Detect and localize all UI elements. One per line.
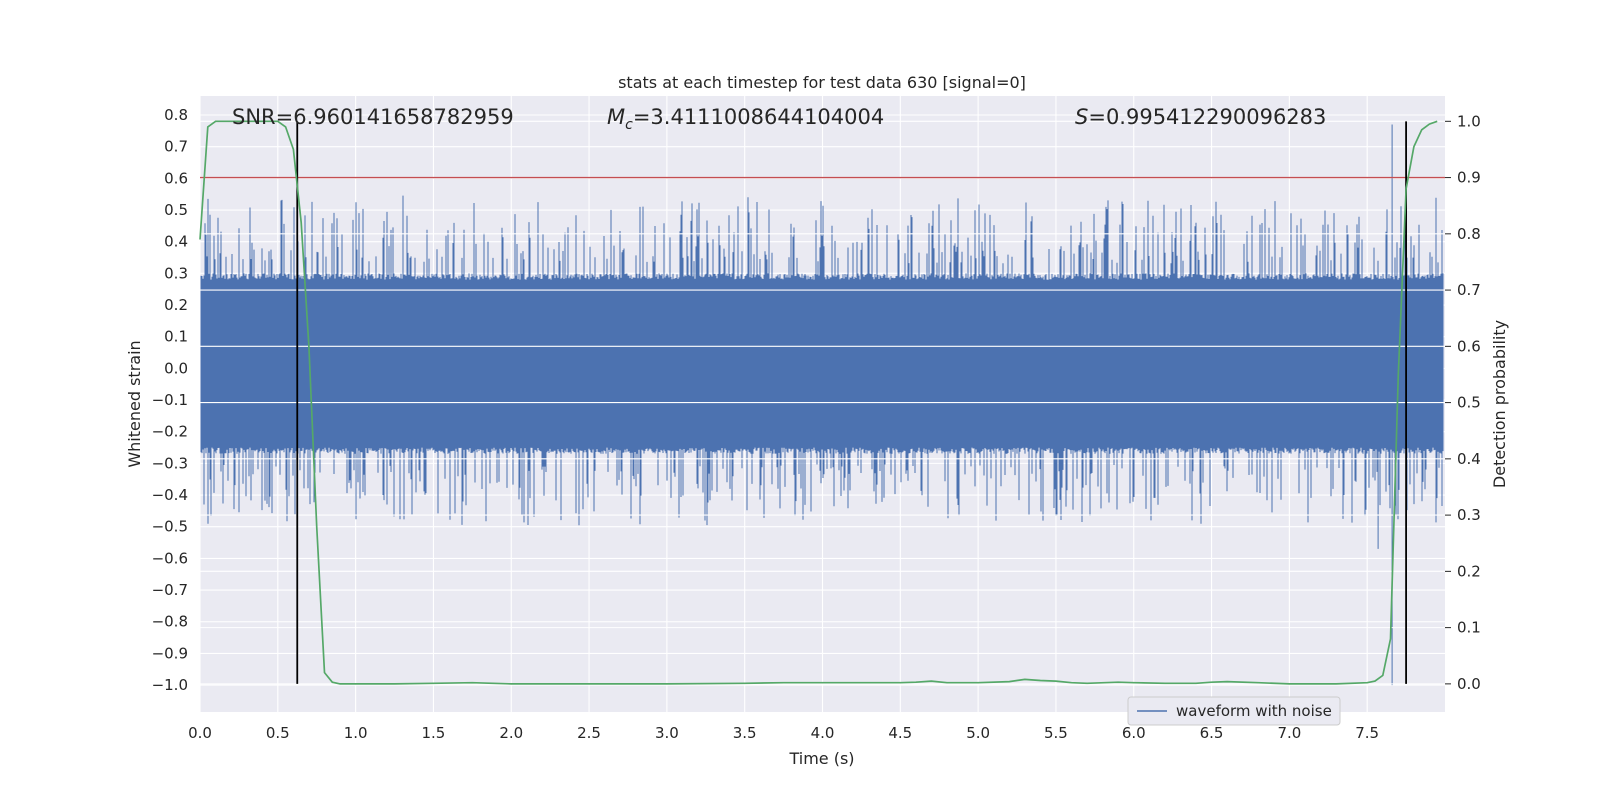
x-tick-label: 2.0 (499, 724, 523, 742)
y-tick-label: 0.5 (164, 201, 188, 219)
y2-tick-label: 0.7 (1457, 281, 1481, 299)
y-tick-label: 0.2 (164, 296, 188, 314)
x-tick-label: 1.5 (422, 724, 446, 742)
y2-tick-label: 0.9 (1457, 169, 1481, 187)
y-axis-ticks: 0.8 0.7 0.6 0.5 0.4 0.3 0.2 0.1 0.0 −0.1 −0.2 −0.3 −… (152, 106, 188, 694)
x-axis-ticks: 0.0 0.5 1.0 1.5 2.0 2.5 3.0 3.5 4.0 4.5 5.0 5.5 6.0 6… (188, 724, 1379, 742)
y-tick-label: −0.6 (152, 549, 188, 567)
y-tick-label: −0.4 (152, 486, 188, 504)
y2-axis-ticks: 1.0 0.9 0.8 0.7 0.6 0.5 0.4 0.3 0.2 0.1 0.0 (1445, 112, 1481, 693)
y2-axis-label: Detection probability (1490, 320, 1509, 488)
y-tick-label: 0.4 (164, 233, 188, 251)
y2-tick-label: 0.5 (1457, 394, 1481, 412)
y2-tick-label: 0.6 (1457, 337, 1481, 355)
x-tick-label: 4.0 (811, 724, 835, 742)
x-axis-label: Time (s) (788, 749, 854, 768)
legend: waveform with noise (1127, 696, 1341, 726)
waveform-series-line (200, 124, 1444, 686)
grid-right-axis (200, 120, 1445, 685)
y2-tick-label: 0.1 (1457, 619, 1481, 637)
y2-tick-label: 0.4 (1457, 450, 1481, 468)
y-tick-label: −0.5 (152, 518, 188, 536)
y-tick-label: 0.3 (164, 264, 188, 282)
x-tick-label: 6.5 (1200, 724, 1224, 742)
y-tick-label: 0.1 (164, 328, 188, 346)
x-tick-label: 6.0 (1122, 724, 1146, 742)
chart-title: stats at each timestep for test data 630… (618, 73, 1026, 92)
y2-tick-label: 0.2 (1457, 562, 1481, 580)
y-tick-label: 0.8 (164, 106, 188, 124)
y-tick-label: 0.7 (164, 138, 188, 156)
y-tick-label: −0.7 (152, 581, 188, 599)
legend-box (1127, 696, 1341, 726)
chirp-mass-annotation: Mc=3.4111008644104004 (607, 105, 884, 133)
vertical-markers (296, 121, 1407, 684)
y-tick-label: −0.3 (152, 454, 188, 472)
y-tick-label: −0.9 (152, 644, 188, 662)
x-tick-label: 0.0 (188, 724, 212, 742)
y-tick-label: 0.0 (164, 359, 188, 377)
y2-tick-label: 1.0 (1457, 112, 1481, 130)
x-tick-label: 2.5 (577, 724, 601, 742)
probability-series-line (199, 120, 1438, 685)
x-tick-label: 3.5 (733, 724, 757, 742)
s-annotation: S=0.995412290096283 (1075, 105, 1326, 129)
x-tick-label: 0.5 (266, 724, 290, 742)
y-tick-label: −0.2 (152, 423, 188, 441)
legend-label: waveform with noise (1176, 702, 1332, 720)
x-tick-label: 3.0 (655, 724, 679, 742)
y-axis-label: Whitened strain (125, 340, 144, 467)
y2-tick-label: 0.3 (1457, 506, 1481, 524)
x-tick-label: 4.5 (888, 724, 912, 742)
x-tick-label: 7.0 (1277, 724, 1301, 742)
snr-annotation: SNR=6.960141658782959 (232, 105, 514, 129)
y-tick-label: −0.1 (152, 391, 188, 409)
x-tick-label: 5.0 (966, 724, 990, 742)
y2-tick-label: 0.8 (1457, 225, 1481, 243)
y-tick-label: −1.0 (152, 676, 188, 694)
x-tick-label: 7.5 (1355, 724, 1379, 742)
x-tick-label: 5.5 (1044, 724, 1068, 742)
x-tick-label: 1.0 (344, 724, 368, 742)
y-tick-label: −0.8 (152, 613, 188, 631)
y-tick-label: 0.6 (164, 169, 188, 187)
y2-tick-label: 0.0 (1457, 675, 1481, 693)
